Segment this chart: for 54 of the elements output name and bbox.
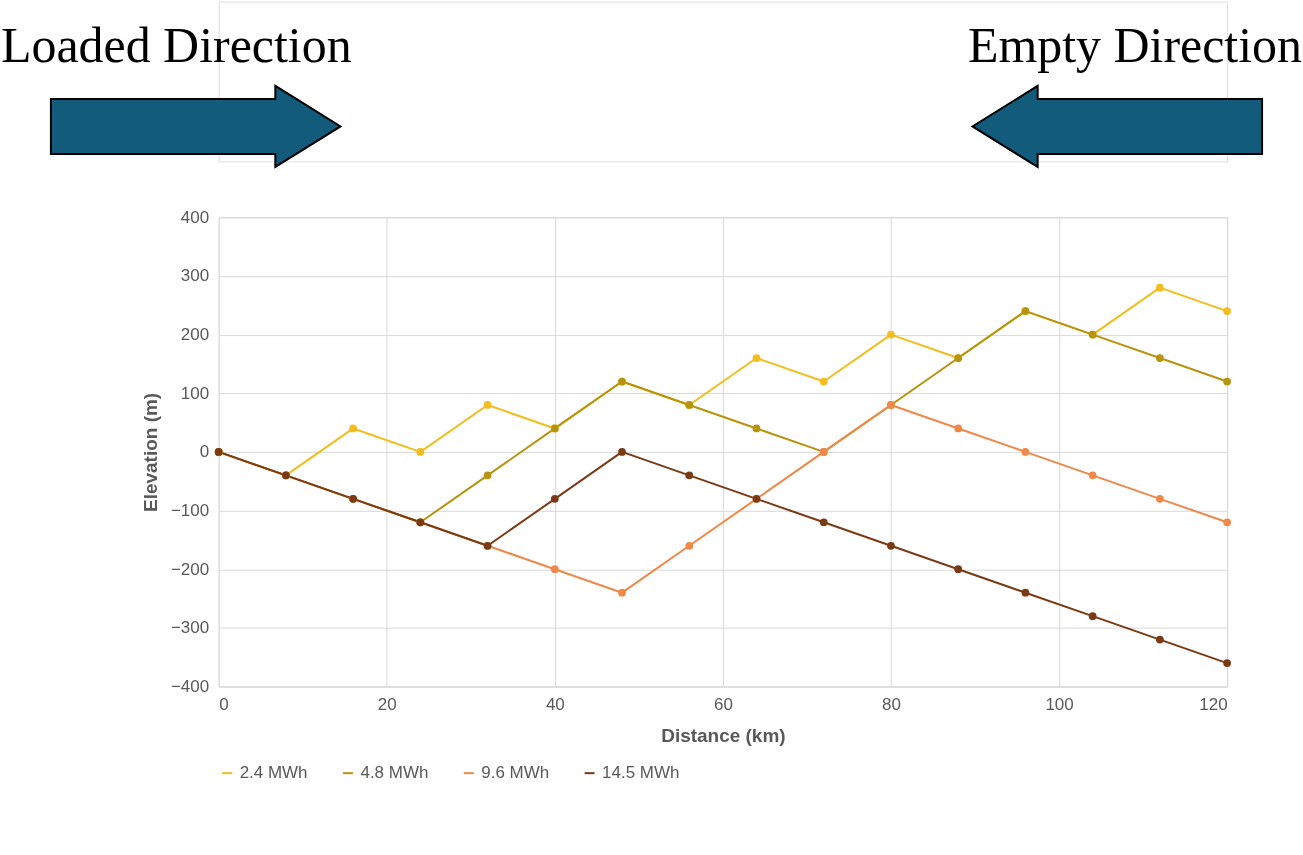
point — [1156, 354, 1164, 362]
x-tick-label: 60 — [713, 695, 733, 715]
point — [483, 471, 492, 480]
point — [887, 330, 895, 339]
point — [685, 541, 694, 550]
text: Empty Direction — [967, 17, 1303, 73]
point — [618, 588, 626, 597]
y-tick-label: 200 — [180, 325, 210, 345]
point — [1156, 283, 1164, 292]
legend-label: 9.6 MWh — [481, 763, 550, 783]
legend-label: 2.4 MWh — [239, 763, 308, 783]
x-tick-label: 0 — [219, 695, 229, 715]
point — [1223, 377, 1231, 386]
x-tick-label: 120 — [1199, 695, 1228, 715]
point — [1021, 448, 1030, 456]
point — [1088, 612, 1097, 621]
point — [1156, 494, 1164, 503]
point — [1223, 659, 1231, 667]
x-axis-title: Distance (km) — [661, 724, 786, 746]
x-tick-label: 20 — [377, 695, 397, 715]
point — [349, 424, 357, 433]
y-tick-label: −100 — [170, 501, 210, 521]
y-tick-label: −300 — [170, 618, 210, 638]
point — [550, 565, 559, 574]
point — [1223, 307, 1231, 315]
point — [752, 424, 761, 433]
point — [1021, 588, 1030, 597]
point — [1088, 471, 1097, 480]
y-tick-label: 0 — [199, 442, 210, 462]
point — [1156, 635, 1164, 644]
x-tick-label: 40 — [545, 695, 565, 715]
x-tick-label: 100 — [1045, 695, 1074, 715]
y-axis-title: Elevation (m) — [139, 392, 161, 512]
y-tick-label: −400 — [170, 677, 210, 697]
point — [618, 448, 626, 456]
point — [685, 471, 694, 480]
legend-label: 14.5 MWh — [602, 763, 680, 783]
x-tick-label: 80 — [882, 695, 901, 715]
y-tick-label: 100 — [180, 383, 210, 403]
y-tick-label: 300 — [180, 266, 210, 286]
point — [887, 541, 895, 550]
point — [752, 354, 761, 362]
point — [819, 377, 828, 386]
point — [1223, 518, 1231, 527]
point — [819, 518, 828, 527]
y-tick-label: 400 — [180, 207, 210, 227]
y-tick-label: −200 — [170, 559, 210, 579]
point — [954, 424, 963, 433]
point — [483, 401, 492, 409]
point — [954, 565, 963, 574]
text: Loaded Direction — [1, 17, 352, 73]
legend-label: 4.8 MWh — [360, 763, 429, 783]
point — [550, 494, 559, 503]
point — [416, 448, 425, 456]
